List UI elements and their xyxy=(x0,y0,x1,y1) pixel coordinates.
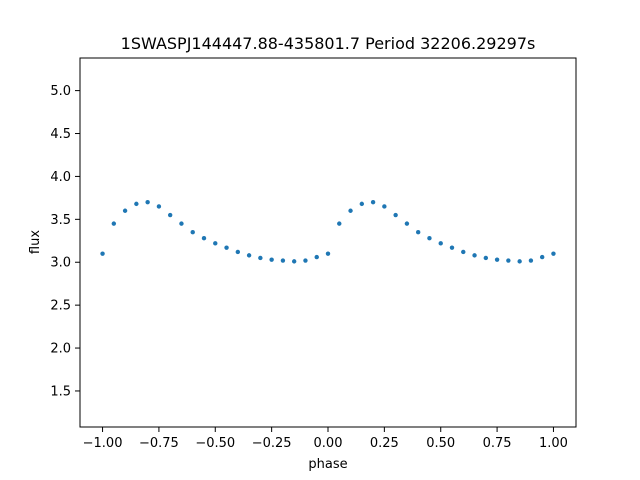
scatter-point xyxy=(156,204,162,209)
scatter-point xyxy=(134,201,139,207)
scatter-point xyxy=(190,230,195,235)
scatter-point xyxy=(382,204,387,209)
y-tick-label: 3.0 xyxy=(50,256,71,271)
chart-title: 1SWASPJ144447.88-435801.7 Period 32206.2… xyxy=(121,34,536,53)
scatter-point xyxy=(438,241,443,246)
y-tick-label: 3.5 xyxy=(50,213,71,228)
scatter-point xyxy=(348,208,353,213)
scatter-point xyxy=(291,259,297,264)
scatter-point xyxy=(494,257,500,262)
scatter-point xyxy=(246,253,252,258)
scatter-points-layer xyxy=(100,199,556,264)
y-tick-label: 4.5 xyxy=(50,127,71,142)
scatter-point xyxy=(528,258,534,263)
x-tick-label: 0.00 xyxy=(314,436,343,451)
scatter-point xyxy=(506,258,511,263)
y-tick-label: 2.0 xyxy=(50,342,71,357)
y-axis-label: flux xyxy=(28,230,43,254)
scatter-point xyxy=(461,249,466,255)
scatter-point xyxy=(337,221,342,226)
scatter-point xyxy=(483,255,489,261)
scatter-point xyxy=(415,230,421,235)
x-tick-label: −0.50 xyxy=(195,436,235,451)
scatter-point xyxy=(314,254,319,260)
scatter-point xyxy=(258,255,263,261)
y-tick-label: 2.5 xyxy=(50,299,71,314)
scatter-point xyxy=(325,251,331,256)
scatter-point xyxy=(213,241,218,246)
x-tick-label: 0.25 xyxy=(370,436,399,451)
x-tick-label: −0.25 xyxy=(252,436,292,451)
scatter-point xyxy=(393,212,398,218)
scatter-point xyxy=(201,236,207,241)
scatter-point xyxy=(539,254,545,260)
x-tick-label: 0.50 xyxy=(426,436,455,451)
y-axis: 1.5 2.0 2.5 3.0 3.5 4.0 4.5 5.0 xyxy=(50,84,80,399)
x-axis: −1.00 −0.75 −0.50 −0.25 0.00 0.25 0.50 0.75 1.00 xyxy=(83,427,568,451)
scatter-point xyxy=(122,208,128,213)
x-axis-label: phase xyxy=(308,457,347,472)
scatter-point xyxy=(427,236,432,241)
scatter-point xyxy=(404,221,410,226)
scatter-point xyxy=(179,221,184,226)
scatter-point xyxy=(269,257,274,262)
x-tick-label: −0.75 xyxy=(139,436,179,451)
y-tick-label: 1.5 xyxy=(50,384,71,399)
scatter-point xyxy=(145,199,150,205)
scatter-point xyxy=(449,245,455,250)
scatter-point xyxy=(100,251,105,256)
y-tick-label: 4.0 xyxy=(50,170,71,185)
scatter-point xyxy=(517,259,522,264)
scatter-point xyxy=(111,221,117,226)
x-tick-label: 1.00 xyxy=(539,436,568,451)
scatter-point xyxy=(359,201,365,207)
scatter-point xyxy=(280,258,286,263)
scatter-point xyxy=(551,251,556,256)
y-tick-label: 5.0 xyxy=(50,84,71,99)
scatter-point xyxy=(224,245,229,250)
scatter-point xyxy=(167,212,173,218)
scatter-point xyxy=(235,249,241,255)
scatter-point xyxy=(303,258,308,263)
scatter-point xyxy=(472,253,477,258)
x-tick-label: 0.75 xyxy=(483,436,512,451)
x-tick-label: −1.00 xyxy=(83,436,123,451)
scatter-point xyxy=(370,199,376,205)
